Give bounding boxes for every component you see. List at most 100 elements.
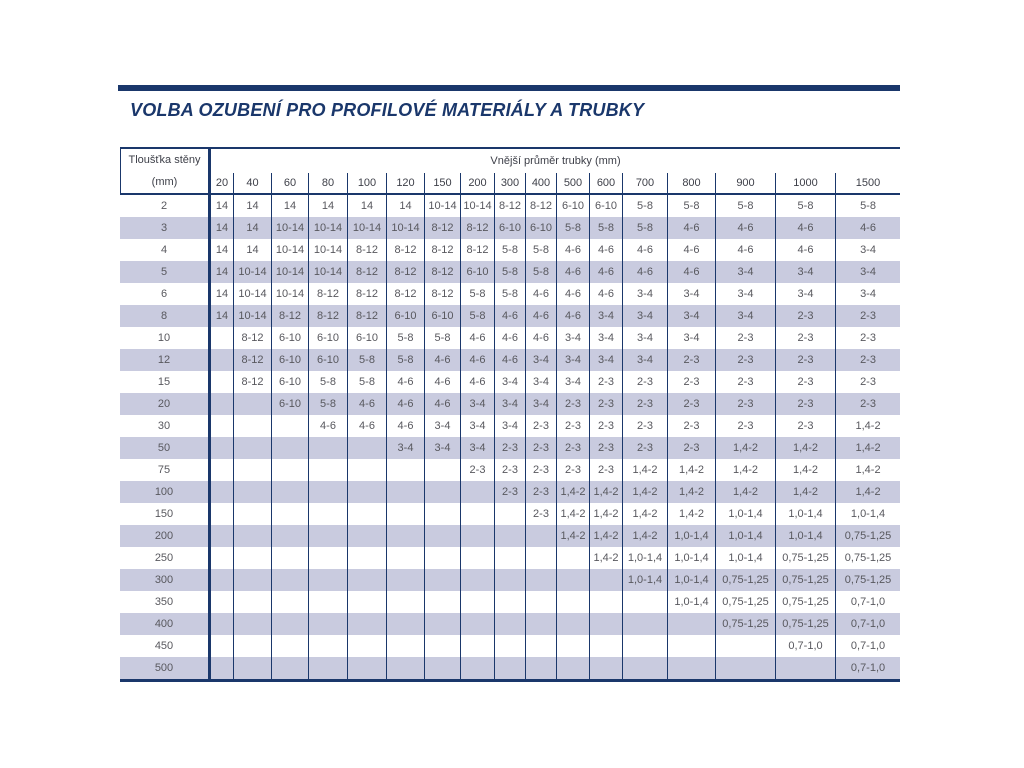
table-cell: 0,75-1,25 — [775, 613, 835, 635]
table-cell: 6-10 — [424, 305, 460, 327]
table-cell: 5-8 — [460, 305, 494, 327]
table-cell: 1,4-2 — [622, 459, 667, 481]
table-cell: 3-4 — [424, 415, 460, 437]
table-cell: 3-4 — [525, 349, 556, 371]
table-row-3: 3 14 14 10-14 10-14 10-14 10-14 8-12 8-12 6-10 6-1… — [120, 217, 901, 239]
table-cell: 5-8 — [667, 195, 715, 217]
table-cell: 8-12 — [424, 261, 460, 283]
table-row-2: 2 14 14 14 14 14 14 10-14 10-14 8-12 8-12 6-10 6-10 5… — [120, 195, 900, 217]
row-label: 8 — [120, 305, 211, 327]
table-cell — [589, 591, 622, 613]
table-cell: 3-4 — [715, 283, 775, 305]
table-cell: 3-4 — [775, 283, 835, 305]
table-cell — [211, 393, 233, 415]
table-cell: 4-6 — [424, 371, 460, 393]
table-cell: 4-6 — [386, 393, 424, 415]
table-cell: 4-6 — [460, 371, 494, 393]
table-cell: 2-3 — [622, 437, 667, 459]
table-cell: 1,0-1,4 — [622, 569, 667, 591]
table-cell — [271, 525, 308, 547]
table-row-10: 10 8-12 6-10 6-10 6-10 5-8 5-8 4-6 4-6 4-6 3-4 3-4 3… — [120, 327, 900, 349]
table-cell: 2-3 — [556, 415, 589, 437]
col-header-150: 150 — [424, 172, 460, 195]
table-cell: 1,0-1,4 — [775, 525, 835, 547]
table-cell: 14 — [347, 195, 386, 217]
table-cell — [715, 635, 775, 657]
table-cell — [386, 657, 424, 679]
table-cell — [667, 613, 715, 635]
table-cell: 2-3 — [589, 393, 622, 415]
table-cell: 4-6 — [525, 327, 556, 349]
teeth-selection-table: Tloušťka stěny (mm) Vnější průměr trubky… — [120, 147, 901, 682]
table-cell: 3-4 — [835, 239, 900, 261]
table-cell — [386, 613, 424, 635]
table-cell: 2-3 — [835, 349, 901, 371]
table-cell — [525, 657, 556, 679]
table-cell: 0,75-1,25 — [715, 591, 775, 613]
table-cell — [308, 525, 347, 547]
table-cell: 4-6 — [556, 261, 589, 283]
table-cell — [424, 481, 460, 503]
table-row-250: 250 1,4-2 1,0-1,4 1,0-1,4 1,0-1,4 0,75-1,25 0,… — [120, 547, 900, 569]
table-cell: 4-6 — [667, 261, 715, 283]
table-cell: 5-8 — [525, 239, 556, 261]
table-cell — [271, 657, 308, 679]
table-cell: 8-12 — [386, 261, 424, 283]
table-cell — [308, 503, 347, 525]
table-cell — [494, 503, 525, 525]
table-cell — [494, 635, 525, 657]
table-head: Tloušťka stěny (mm) Vnější průměr trubky… — [120, 149, 901, 195]
table-cell: 8-12 — [525, 195, 556, 217]
table-cell: 4-6 — [386, 371, 424, 393]
table-cell: 1,4-2 — [556, 481, 589, 503]
table-cell: 1,4-2 — [589, 525, 622, 547]
table-cell: 1,4-2 — [715, 481, 775, 503]
table-cell — [308, 613, 347, 635]
table-row-50: 50 3-4 3-4 3-4 2-3 2-3 2-3 2-3 2-3 2-3 1,4-2 1,4-2 1… — [120, 437, 901, 459]
table-cell: 5-8 — [386, 327, 424, 349]
table-cell — [347, 635, 386, 657]
table-cell: 2-3 — [715, 349, 775, 371]
row-label: 2 — [120, 195, 211, 217]
table-cell — [715, 657, 775, 679]
table-cell: 10-14 — [271, 261, 308, 283]
table-cell — [589, 635, 622, 657]
table-cell — [308, 635, 347, 657]
table-row-400: 400 0,75-1,25 0,75-1,25 0,7-1,0 — [120, 613, 901, 635]
table-cell — [233, 547, 271, 569]
table-cell: 2-3 — [667, 371, 715, 393]
column-group-header: Vnější průměr trubky (mm) — [490, 154, 621, 167]
table-cell — [424, 503, 460, 525]
table-cell: 14 — [211, 305, 233, 327]
table-cell — [211, 415, 233, 437]
table-cell: 14 — [271, 195, 308, 217]
table-row-450: 450 0,7-1,0 0,7-1,0 — [120, 635, 900, 657]
table-cell: 2-3 — [556, 437, 589, 459]
table-cell: 1,4-2 — [835, 415, 900, 437]
table-cell: 1,4-2 — [715, 437, 775, 459]
table-cell: 8-12 — [386, 283, 424, 305]
table-cell: 3-4 — [667, 305, 715, 327]
table-cell: 5-8 — [835, 195, 900, 217]
table-row-5: 5 14 10-14 10-14 10-14 8-12 8-12 8-12 6-10 5-8 5-8… — [120, 261, 901, 283]
table-cell: 1,0-1,4 — [667, 525, 715, 547]
table-cell: 5-8 — [460, 283, 494, 305]
table-row-20: 20 6-10 5-8 4-6 4-6 4-6 3-4 3-4 3-4 2-3 2-3 2-3 2-3 2… — [120, 393, 901, 415]
table-cell: 2-3 — [525, 459, 556, 481]
table-cell: 4-6 — [424, 349, 460, 371]
table-cell: 1,4-2 — [835, 481, 901, 503]
table-cell — [386, 547, 424, 569]
table-cell: 4-6 — [494, 327, 525, 349]
row-header-title: Tloušťka stěny — [128, 154, 201, 166]
table-cell — [525, 613, 556, 635]
table-cell: 6-10 — [556, 195, 589, 217]
table-cell — [233, 393, 271, 415]
table-cell — [271, 437, 308, 459]
table-cell: 8-12 — [424, 283, 460, 305]
table-cell — [211, 349, 233, 371]
table-cell: 5-8 — [775, 195, 835, 217]
table-row-200: 200 1,4-2 1,4-2 1,4-2 1,0-1,4 1,0-1,4 1,0-1,4 0… — [120, 525, 901, 547]
table-cell: 8-12 — [424, 239, 460, 261]
table-cell — [386, 481, 424, 503]
table-cell: 3-4 — [622, 327, 667, 349]
